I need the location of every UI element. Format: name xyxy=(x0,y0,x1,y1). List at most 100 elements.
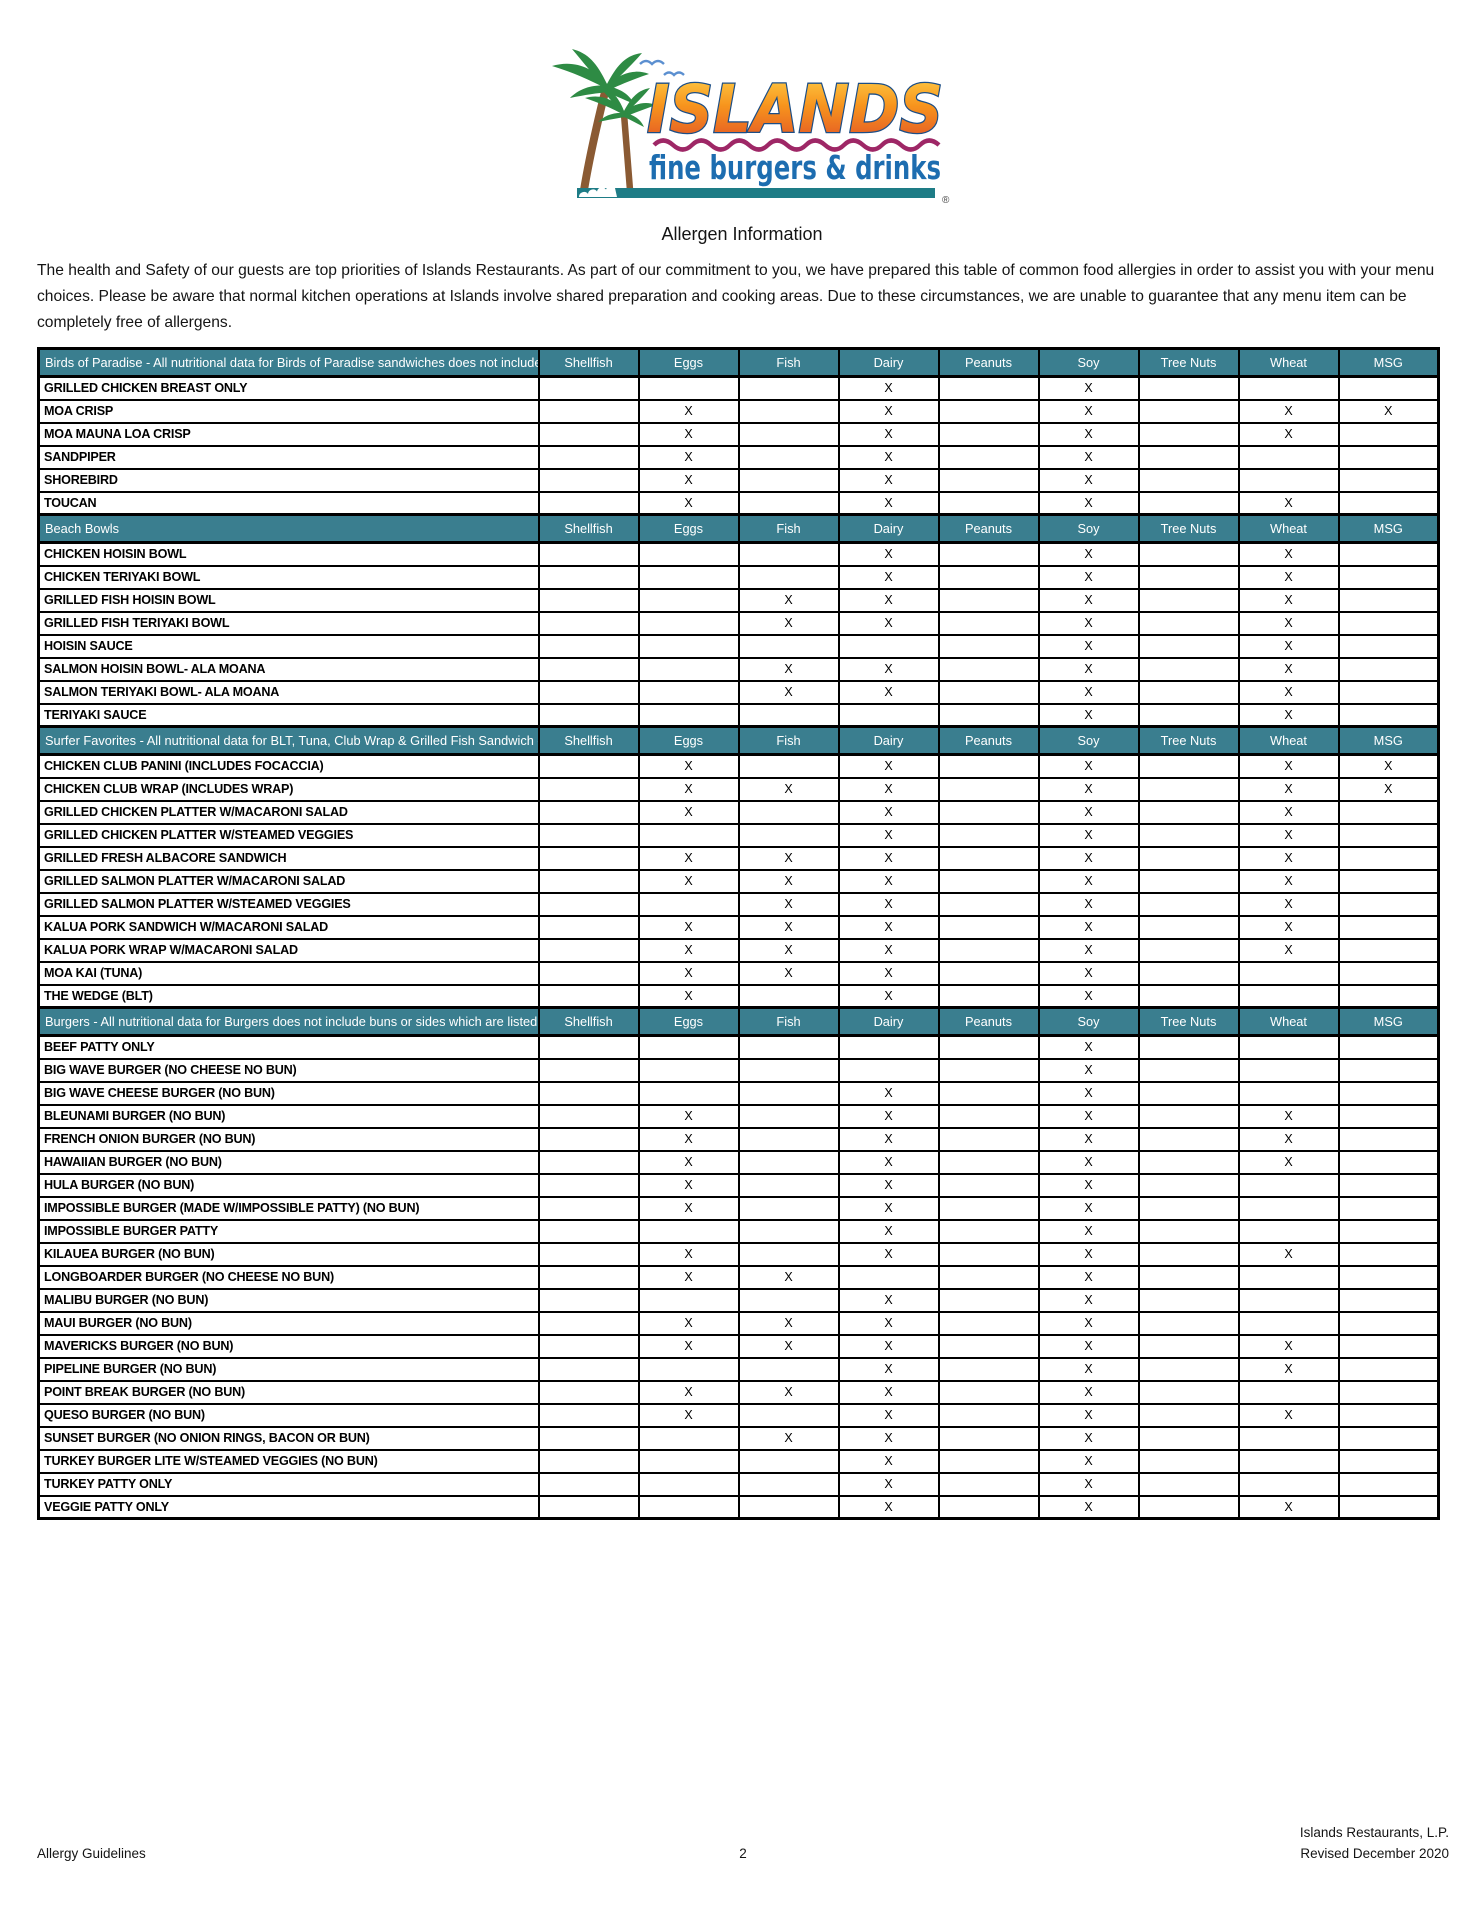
allergen-mark-cell-msg xyxy=(1337,868,1440,894)
allergen-mark-cell-tree-nuts xyxy=(1137,1310,1240,1336)
allergen-mark-cell-tree-nuts xyxy=(1137,799,1240,825)
allergen-mark-cell-eggs xyxy=(637,822,740,848)
allergen-mark-cell-wheat: X xyxy=(1237,564,1340,590)
menu-item-name: SALMON TERIYAKI BOWL- ALA MOANA xyxy=(37,679,540,705)
allergen-mark-cell-dairy: X xyxy=(837,1080,940,1106)
allergen-mark-cell-soy: X xyxy=(1037,1333,1140,1359)
allergen-mark-cell-shellfish xyxy=(537,587,640,613)
allergen-mark-cell-dairy: X xyxy=(837,1425,940,1451)
allergen-mark-cell-msg xyxy=(1337,1264,1440,1290)
menu-item-row: HOISIN SAUCE X X xyxy=(37,633,1440,659)
allergen-mark-cell-tree-nuts xyxy=(1137,587,1240,613)
allergen-mark-cell-soy: X xyxy=(1037,1379,1140,1405)
allergen-mark-cell-eggs xyxy=(637,1448,740,1474)
allergen-mark-cell-tree-nuts xyxy=(1137,1218,1240,1244)
allergen-mark-cell-msg xyxy=(1337,564,1440,590)
allergen-mark-cell-msg xyxy=(1337,1310,1440,1336)
allergen-mark-cell-msg xyxy=(1337,799,1440,825)
allergen-mark-cell-fish: X xyxy=(737,587,840,613)
allergen-mark-cell-peanuts xyxy=(937,1126,1040,1152)
menu-item-name: GRILLED CHICKEN BREAST ONLY xyxy=(37,375,540,401)
allergen-mark-cell-msg xyxy=(1337,914,1440,940)
allergen-mark-cell-eggs: X xyxy=(637,983,740,1009)
column-header-fish: Fish xyxy=(737,725,840,756)
wave-line-icon xyxy=(652,138,941,152)
section-header-row: Surfer Favorites - All nutritional data … xyxy=(37,725,1440,756)
allergen-mark-cell-soy: X xyxy=(1037,753,1140,779)
menu-item-name: IMPOSSIBLE BURGER PATTY xyxy=(37,1218,540,1244)
allergen-mark-cell-msg xyxy=(1337,1471,1440,1497)
allergen-mark-cell-fish xyxy=(737,822,840,848)
allergen-mark-cell-eggs: X xyxy=(637,1264,740,1290)
allergen-mark-cell-wheat: X xyxy=(1237,610,1340,636)
menu-item-row: CHICKEN CLUB PANINI (INCLUDES FOCACCIA) X… xyxy=(37,753,1440,779)
menu-item-name: MAUI BURGER (NO BUN) xyxy=(37,1310,540,1336)
allergen-mark-cell-tree-nuts xyxy=(1137,375,1240,401)
allergen-mark-cell-shellfish xyxy=(537,1287,640,1313)
menu-item-name: VEGGIE PATTY ONLY xyxy=(37,1494,540,1520)
allergen-mark-cell-fish xyxy=(737,375,840,401)
menu-item-row: SALMON TERIYAKI BOWL- ALA MOANA X X X X xyxy=(37,679,1440,705)
allergen-mark-cell-dairy: X xyxy=(837,1356,940,1382)
allergen-mark-cell-peanuts xyxy=(937,490,1040,516)
allergen-mark-cell-soy: X xyxy=(1037,679,1140,705)
menu-item-name: CHICKEN HOISIN BOWL xyxy=(37,541,540,567)
allergen-mark-cell-soy: X xyxy=(1037,983,1140,1009)
allergen-mark-cell-msg xyxy=(1337,610,1440,636)
allergen-mark-cell-shellfish xyxy=(537,1310,640,1336)
allergen-mark-cell-wheat: X xyxy=(1237,490,1340,516)
menu-item-row: SALMON HOISIN BOWL- ALA MOANA X X X X xyxy=(37,656,1440,682)
column-header-dairy: Dairy xyxy=(837,513,940,544)
allergen-mark-cell-fish xyxy=(737,1287,840,1313)
allergen-mark-cell-peanuts xyxy=(937,1241,1040,1267)
allergen-mark-cell-tree-nuts xyxy=(1137,1241,1240,1267)
allergen-mark-cell-peanuts xyxy=(937,679,1040,705)
column-header-wheat: Wheat xyxy=(1237,513,1340,544)
allergen-mark-cell-peanuts xyxy=(937,1287,1040,1313)
allergen-mark-cell-dairy xyxy=(837,633,940,659)
allergen-mark-cell-soy: X xyxy=(1037,1494,1140,1520)
allergen-mark-cell-peanuts xyxy=(937,1402,1040,1428)
column-header-wheat: Wheat xyxy=(1237,725,1340,756)
allergen-mark-cell-soy: X xyxy=(1037,421,1140,447)
allergen-mark-cell-wheat: X xyxy=(1237,1402,1340,1428)
allergen-mark-cell-wheat: X xyxy=(1237,1494,1340,1520)
allergen-mark-cell-wheat: X xyxy=(1237,914,1340,940)
allergen-mark-cell-shellfish xyxy=(537,1333,640,1359)
allergen-mark-cell-shellfish xyxy=(537,467,640,493)
allergen-mark-cell-msg xyxy=(1337,679,1440,705)
allergen-mark-cell-eggs: X xyxy=(637,753,740,779)
allergen-mark-cell-tree-nuts xyxy=(1137,983,1240,1009)
allergen-mark-cell-dairy: X xyxy=(837,891,940,917)
allergen-mark-cell-eggs xyxy=(637,610,740,636)
allergen-mark-cell-wheat xyxy=(1237,960,1340,986)
allergen-mark-cell-tree-nuts xyxy=(1137,1195,1240,1221)
allergen-mark-cell-wheat xyxy=(1237,1057,1340,1083)
menu-item-name: CHICKEN TERIYAKI BOWL xyxy=(37,564,540,590)
menu-item-row: FRENCH ONION BURGER (NO BUN) X X X X xyxy=(37,1126,1440,1152)
menu-item-row: THE WEDGE (BLT) X X X xyxy=(37,983,1440,1009)
menu-item-name: HOISIN SAUCE xyxy=(37,633,540,659)
allergen-mark-cell-dairy: X xyxy=(837,564,940,590)
column-header-shellfish: Shellfish xyxy=(537,347,640,378)
allergen-mark-cell-wheat xyxy=(1237,375,1340,401)
allergen-mark-cell-fish: X xyxy=(737,610,840,636)
allergen-mark-cell-shellfish xyxy=(537,914,640,940)
allergen-mark-cell-eggs: X xyxy=(637,1379,740,1405)
section-title: Birds of Paradise - All nutritional data… xyxy=(37,347,540,378)
allergen-mark-cell-wheat: X xyxy=(1237,541,1340,567)
allergen-mark-cell-fish xyxy=(737,983,840,1009)
allergen-mark-cell-peanuts xyxy=(937,776,1040,802)
allergen-mark-cell-msg xyxy=(1337,421,1440,447)
allergen-mark-cell-shellfish xyxy=(537,1149,640,1175)
allergen-mark-cell-wheat: X xyxy=(1237,1356,1340,1382)
allergen-mark-cell-soy: X xyxy=(1037,776,1140,802)
allergen-mark-cell-dairy: X xyxy=(837,960,940,986)
column-header-tree-nuts: Tree Nuts xyxy=(1137,1006,1240,1037)
allergen-mark-cell-eggs xyxy=(637,1218,740,1244)
allergen-mark-cell-peanuts xyxy=(937,845,1040,871)
islands-logo-graphic: ISLANDS fine burgers & drinks ® xyxy=(552,49,950,206)
allergen-mark-cell-peanuts xyxy=(937,1080,1040,1106)
section-title: Surfer Favorites - All nutritional data … xyxy=(37,725,540,756)
allergen-mark-cell-dairy: X xyxy=(837,1310,940,1336)
